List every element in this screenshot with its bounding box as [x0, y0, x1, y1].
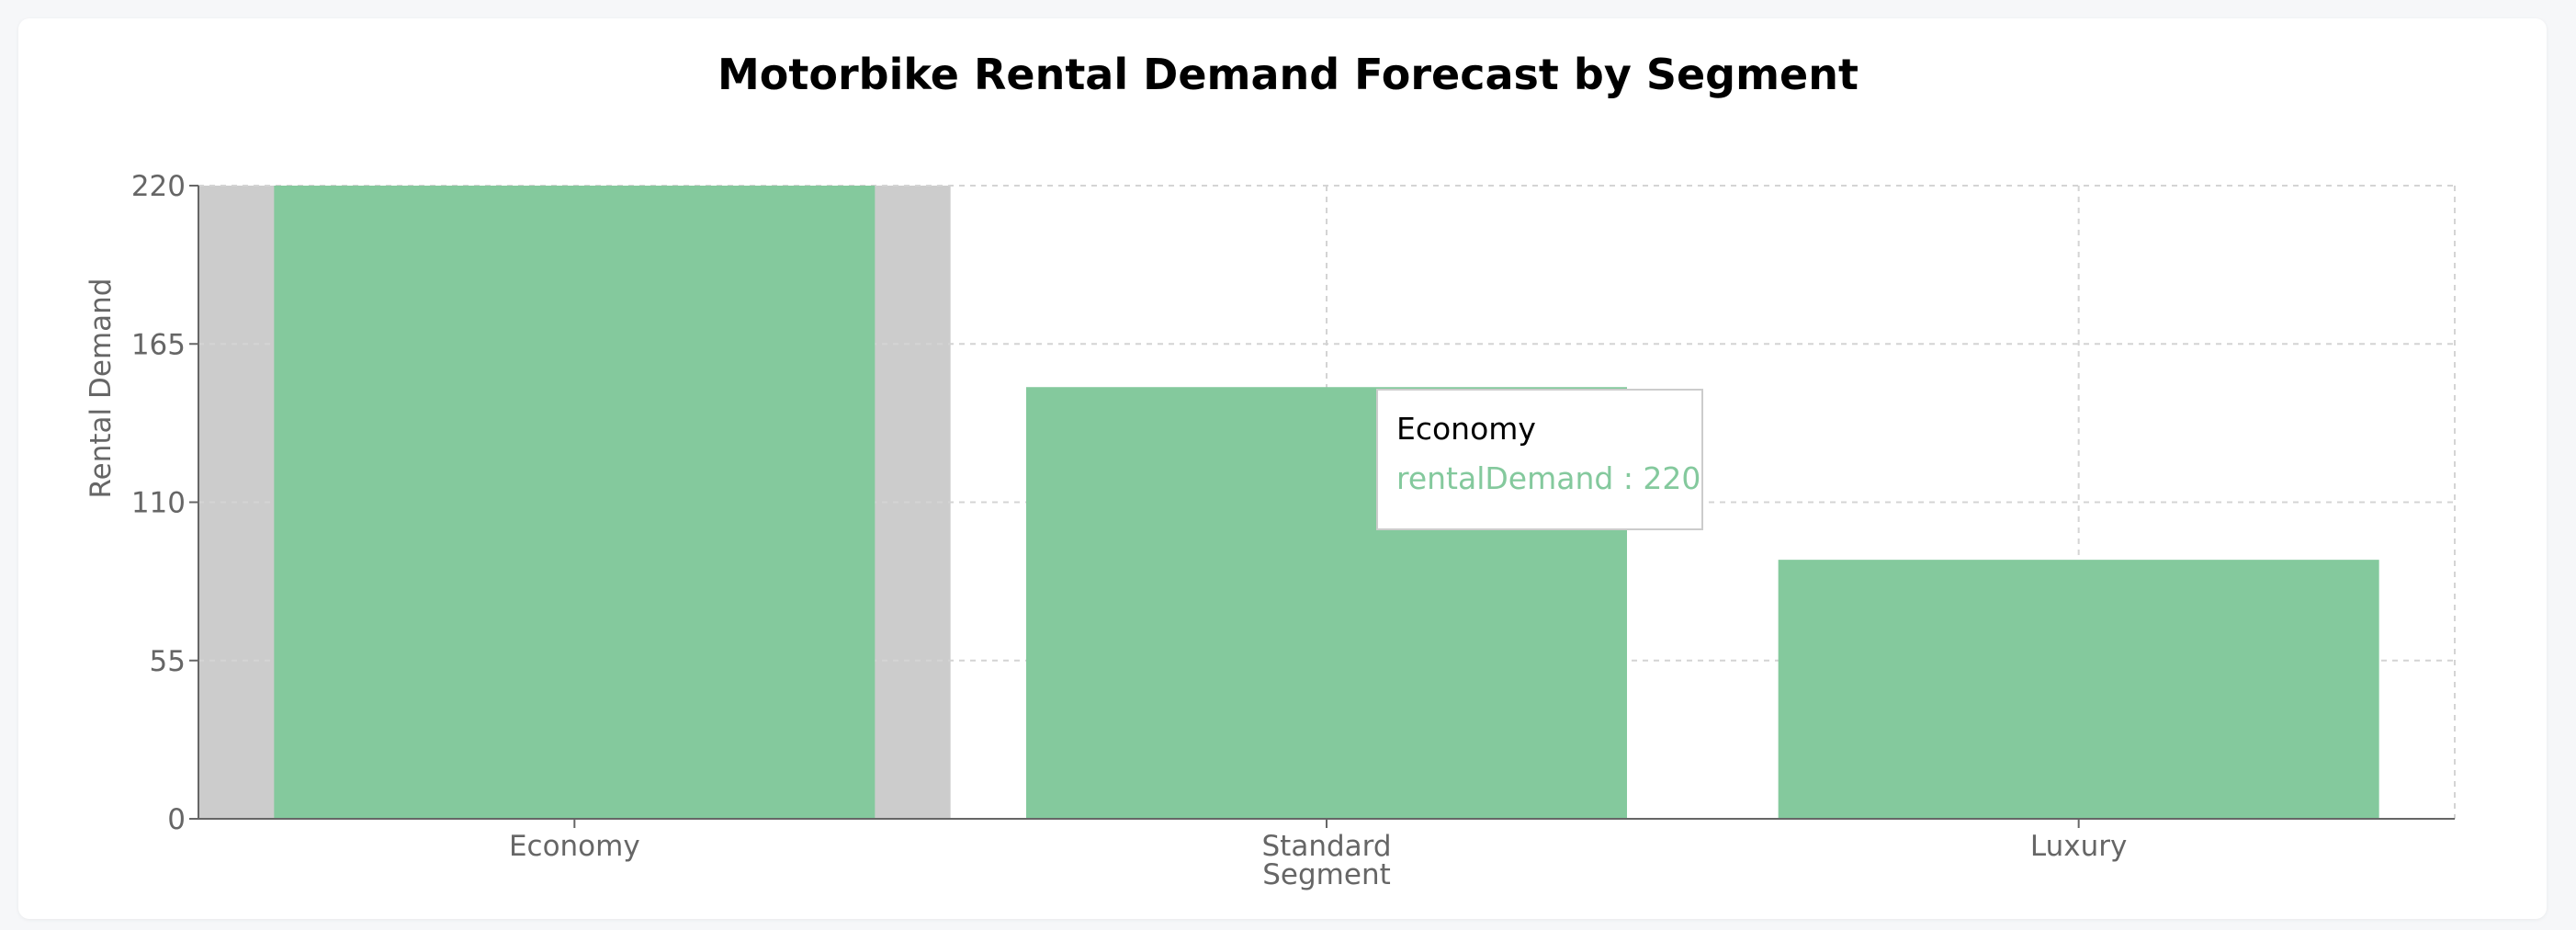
x-tick-label: Economy — [509, 830, 640, 863]
x-tick-label: Standard — [1261, 830, 1391, 863]
chart-title: Motorbike Rental Demand Forecast by Segm… — [717, 50, 1859, 99]
x-axis-label: Segment — [1262, 858, 1391, 891]
tooltip-label: Economy — [1396, 411, 1536, 447]
y-tick-label: 0 — [167, 803, 186, 836]
x-tick-label: Luxury — [2030, 830, 2127, 863]
y-tick-label: 55 — [150, 645, 186, 678]
y-tick-label: 165 — [131, 328, 186, 361]
tooltip-value: rentalDemand : 220 — [1396, 460, 1701, 496]
bar-economy[interactable] — [274, 186, 876, 819]
y-axis-label: Rental Demand — [85, 278, 118, 499]
chart-tooltip: Economy rentalDemand : 220 — [1376, 389, 1703, 530]
y-tick-label: 110 — [131, 487, 186, 520]
y-tick-label: 220 — [131, 170, 186, 203]
bar-luxury[interactable] — [1778, 560, 2379, 819]
